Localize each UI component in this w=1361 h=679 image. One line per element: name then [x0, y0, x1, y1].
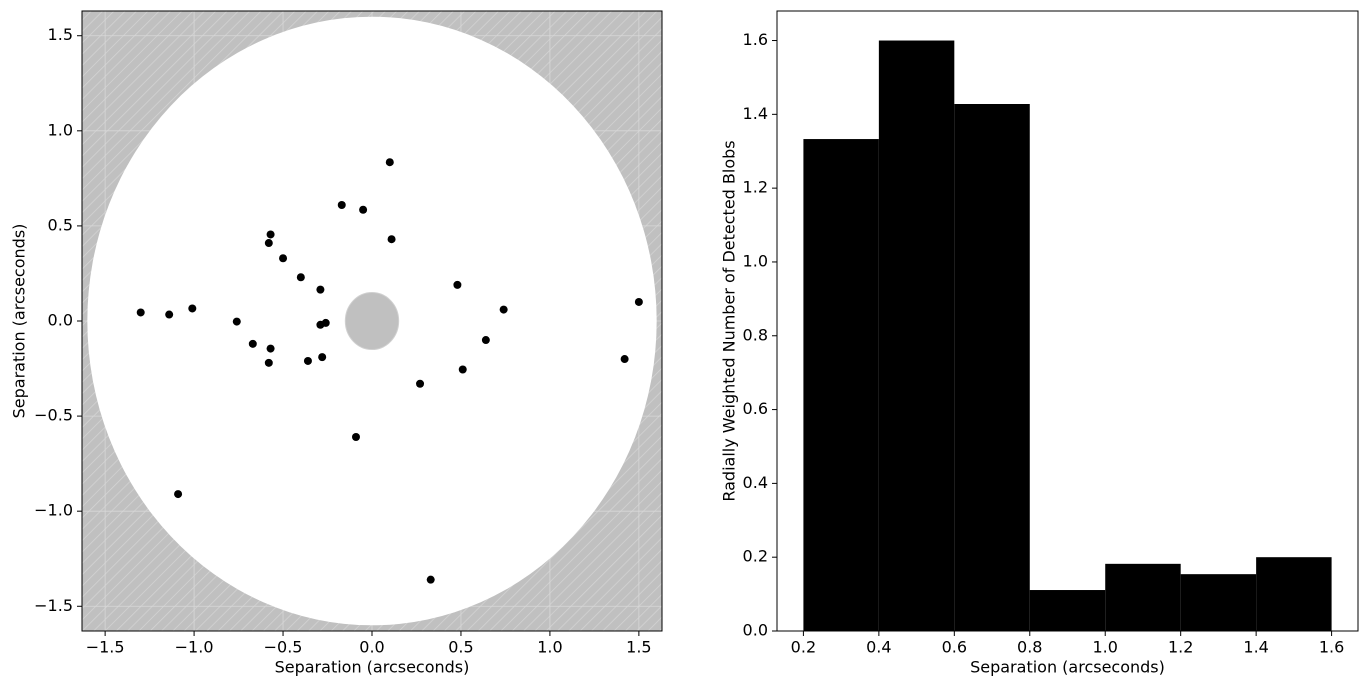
inner-mask: [344, 291, 400, 351]
point: [264, 358, 273, 367]
point: [264, 239, 273, 248]
y-axis-label: Radially Weighted Number of Detected Blo…: [720, 140, 739, 501]
point: [316, 285, 325, 294]
point: [387, 235, 396, 244]
y-tick-label: 0.8: [743, 325, 768, 344]
bar: [803, 139, 879, 632]
axes-frame: [776, 10, 1359, 632]
x-tick-label: 1.6: [1319, 638, 1344, 657]
y-axis-label: Separation (arcseconds): [10, 224, 29, 419]
point: [458, 365, 467, 374]
y-tick-label: 1.5: [48, 25, 73, 44]
point: [266, 344, 275, 353]
y-tick-label: 1.0: [48, 120, 73, 139]
bar: [1256, 557, 1332, 631]
point: [426, 575, 435, 584]
x-tick-label: 1.0: [1093, 638, 1118, 657]
point: [620, 355, 629, 364]
point: [279, 254, 288, 263]
y-tick-label: 0.5: [48, 215, 73, 234]
point: [136, 308, 145, 317]
y-tick-label: 1.2: [743, 178, 768, 197]
y-tick-label: −1.0: [34, 501, 73, 520]
point: [385, 158, 394, 167]
bar: [1105, 563, 1181, 631]
x-tick-label: 0.0: [359, 638, 384, 657]
point: [453, 280, 462, 289]
y-tick-label: 0.4: [743, 473, 768, 492]
bar: [878, 40, 955, 632]
y-tick-label: 1.0: [743, 251, 768, 270]
point: [359, 205, 368, 214]
x-tick-label: 0.8: [1017, 638, 1042, 657]
point: [303, 356, 312, 365]
y-tick-label: 1.4: [743, 104, 768, 123]
point: [266, 230, 275, 239]
x-tick-label: −0.5: [264, 638, 303, 657]
x-tick-label: 1.4: [1243, 638, 1268, 657]
x-tick-label: −1.5: [86, 638, 125, 657]
point: [416, 379, 425, 388]
point: [318, 353, 327, 362]
point: [165, 310, 174, 319]
point: [634, 297, 643, 306]
x-tick-label: 0.5: [448, 638, 473, 657]
point: [174, 490, 183, 499]
point: [499, 305, 508, 314]
point: [321, 318, 330, 327]
x-tick-label: 0.2: [791, 638, 816, 657]
x-axis-label: Separation (arcseconds): [970, 658, 1165, 677]
point: [351, 433, 360, 442]
bar: [1029, 590, 1106, 631]
bar: [954, 104, 1030, 631]
y-tick-label: 0.0: [48, 311, 73, 330]
y-tick-label: −0.5: [34, 406, 73, 425]
point: [248, 339, 257, 348]
point: [188, 304, 197, 313]
x-tick-label: 1.2: [1168, 638, 1193, 657]
point: [337, 200, 346, 209]
y-tick-label: 1.6: [743, 30, 768, 49]
x-axis-label: Separation (arcseconds): [275, 658, 470, 677]
point: [232, 317, 241, 326]
x-tick-label: 0.4: [866, 638, 891, 657]
point: [296, 273, 305, 282]
x-tick-label: 0.6: [942, 638, 967, 657]
x-tick-label: 1.0: [537, 638, 562, 657]
point: [481, 336, 490, 345]
bar: [1180, 574, 1257, 631]
y-tick-label: 0.0: [743, 621, 768, 640]
y-tick-label: 0.2: [743, 547, 768, 566]
y-tick-label: −1.5: [34, 596, 73, 615]
y-tick-label: 0.6: [743, 399, 768, 418]
x-tick-label: 1.5: [626, 638, 651, 657]
x-tick-label: −1.0: [175, 638, 214, 657]
